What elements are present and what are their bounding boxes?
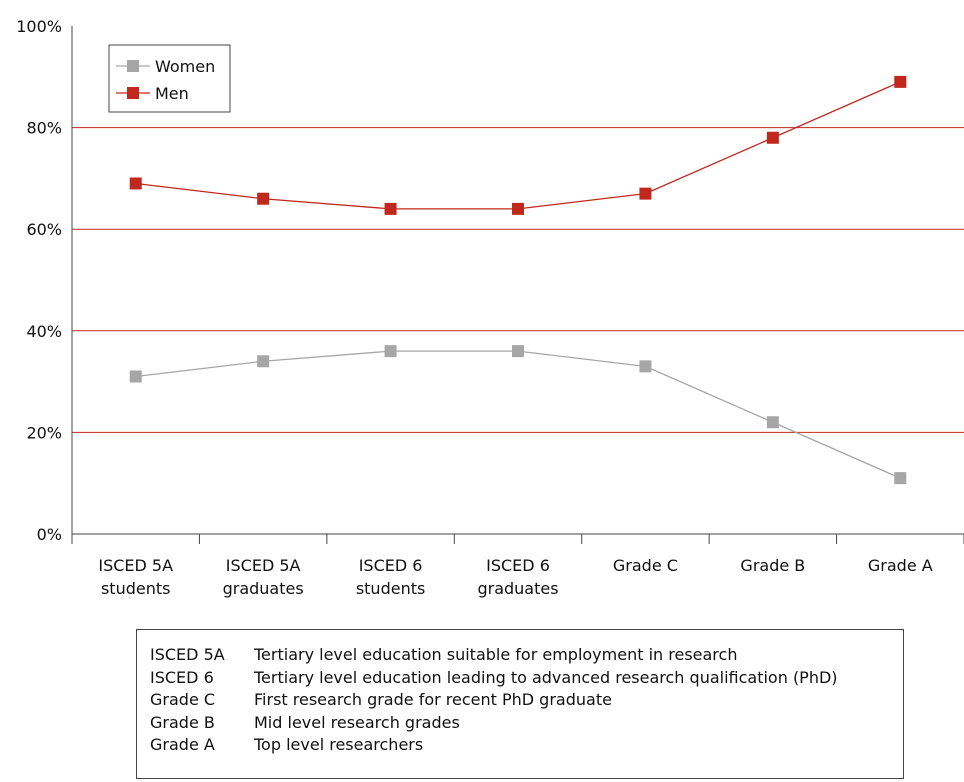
data-point-women	[639, 360, 652, 373]
data-point-women	[766, 416, 779, 429]
x-tick-label: ISCED 6 students	[356, 556, 426, 598]
y-tick-label: 0%	[37, 525, 62, 544]
y-tick-label: 40%	[26, 322, 62, 341]
x-tick-labels: ISCED 5A students ISCED 5A graduates ISCED 6…	[98, 556, 932, 598]
x-tick-label: Grade A	[868, 556, 933, 575]
y-tick-labels: 0% 20% 40% 60% 80% 100%	[16, 17, 62, 544]
glossary-row: ISCED 5A Tertiary level education suitab…	[150, 644, 903, 667]
y-tick-label: 100%	[16, 17, 62, 36]
legend: Women Men	[108, 44, 231, 113]
data-point-women	[512, 345, 524, 358]
x-tick-label: Grade C	[613, 556, 678, 575]
data-point-women	[384, 345, 397, 358]
series-line-men	[135, 81, 901, 210]
glossary-box: ISCED 5A Tertiary level education suitab…	[136, 629, 904, 779]
glossary-definition: Mid level research grades	[254, 712, 460, 732]
y-tick-label: 20%	[26, 423, 62, 442]
glossary-row: ISCED 6 Tertiary level education leading…	[150, 667, 903, 690]
line-chart: 0%20%40%60%80%100% ISCED 5A studentsISCED…	[16, 17, 964, 598]
legend-label-women: Women	[155, 57, 215, 76]
axes	[71, 26, 964, 544]
data-point-men	[894, 75, 907, 88]
x-tick-label: Grade B	[740, 556, 805, 575]
glossary-definition: Tertiary level education suitable for em…	[254, 645, 738, 664]
data-point-men	[384, 202, 397, 215]
glossary-definition: Top level researchers	[254, 735, 424, 754]
legend-marker-men	[127, 87, 139, 99]
data-point-women	[129, 370, 142, 383]
data-point-women	[894, 472, 907, 485]
glossary-term: ISCED 5A	[150, 645, 225, 664]
data-point-men	[257, 192, 270, 205]
y-tick-label: 80%	[26, 119, 62, 138]
data-point-men	[639, 187, 652, 200]
data-point-men	[766, 131, 779, 144]
glossary-row: Grade B Mid level research grades	[150, 712, 903, 735]
glossary-definition: First research grade for recent PhD grad…	[254, 690, 612, 709]
series	[129, 75, 907, 485]
glossary-term: Grade B	[150, 712, 215, 732]
data-point-men	[129, 177, 142, 190]
gridlines	[72, 127, 964, 433]
glossary-term: Grade C	[150, 690, 216, 709]
data-point-men	[512, 202, 524, 215]
glossary-term: Grade A	[150, 735, 215, 754]
x-tick-label: ISCED 5A students	[98, 556, 173, 598]
legend-marker-women	[127, 60, 139, 72]
glossary-row: Grade C First research grade for recent …	[150, 689, 903, 712]
series-line-women	[135, 350, 901, 479]
glossary-term: ISCED 6	[150, 667, 214, 687]
x-tick-label: ISCED 6 graduates	[477, 556, 558, 598]
glossary-row: Grade A Top level researchers	[150, 734, 903, 757]
x-tick-label: ISCED 5A graduates	[223, 556, 304, 598]
glossary-definition: Tertiary level education leading to adva…	[254, 667, 838, 687]
data-point-women	[257, 355, 270, 368]
legend-label-men: Men	[155, 84, 189, 103]
legend-box	[108, 44, 231, 113]
y-tick-label: 60%	[26, 220, 62, 239]
